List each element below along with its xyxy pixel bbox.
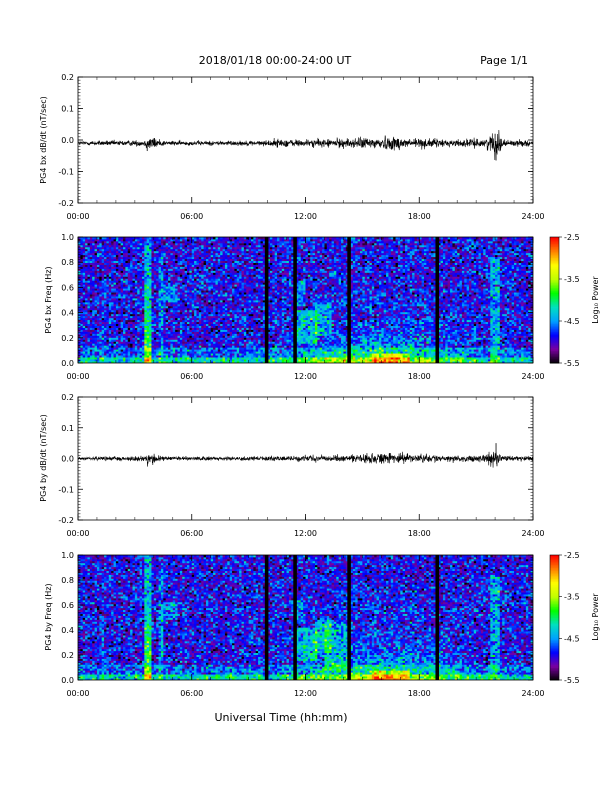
page-title: 2018/01/18 00:00-24:00 UT xyxy=(199,54,352,67)
y-tick-label: -0.1 xyxy=(58,168,74,177)
x-tick-label: 06:00 xyxy=(180,212,203,221)
panel-bx-spectrogram: PG4 bx Freq (Hz) 1.00.80.60.40.20.000:00… xyxy=(44,233,545,381)
series-line xyxy=(78,130,533,160)
ylabel-bx-freq: PG4 bx Freq (Hz) xyxy=(44,266,53,333)
x-tick-label: 12:00 xyxy=(294,212,317,221)
plot-frame xyxy=(78,77,533,203)
spectrogram-cells xyxy=(78,237,533,363)
x-tick-label: 24:00 xyxy=(521,212,544,221)
y-tick-label: 0.0 xyxy=(61,136,74,145)
panel-bx-dbdt: PG4 bx dB/dt (nT/sec) 0.2 0.1 0.0 -0.1 -0.2 0… xyxy=(39,73,545,221)
ylabel-bx-dbdt: PG4 bx dB/dt (nT/sec) xyxy=(39,96,48,183)
page-number: Page 1/1 xyxy=(480,54,528,67)
y-tick-label: 0.1 xyxy=(61,105,74,114)
y-tick-label: -0.2 xyxy=(58,199,74,208)
x-tick-label: 00:00 xyxy=(66,212,89,221)
y-tick-label: 0.2 xyxy=(61,73,74,82)
x-tick-label: 18:00 xyxy=(408,212,431,221)
